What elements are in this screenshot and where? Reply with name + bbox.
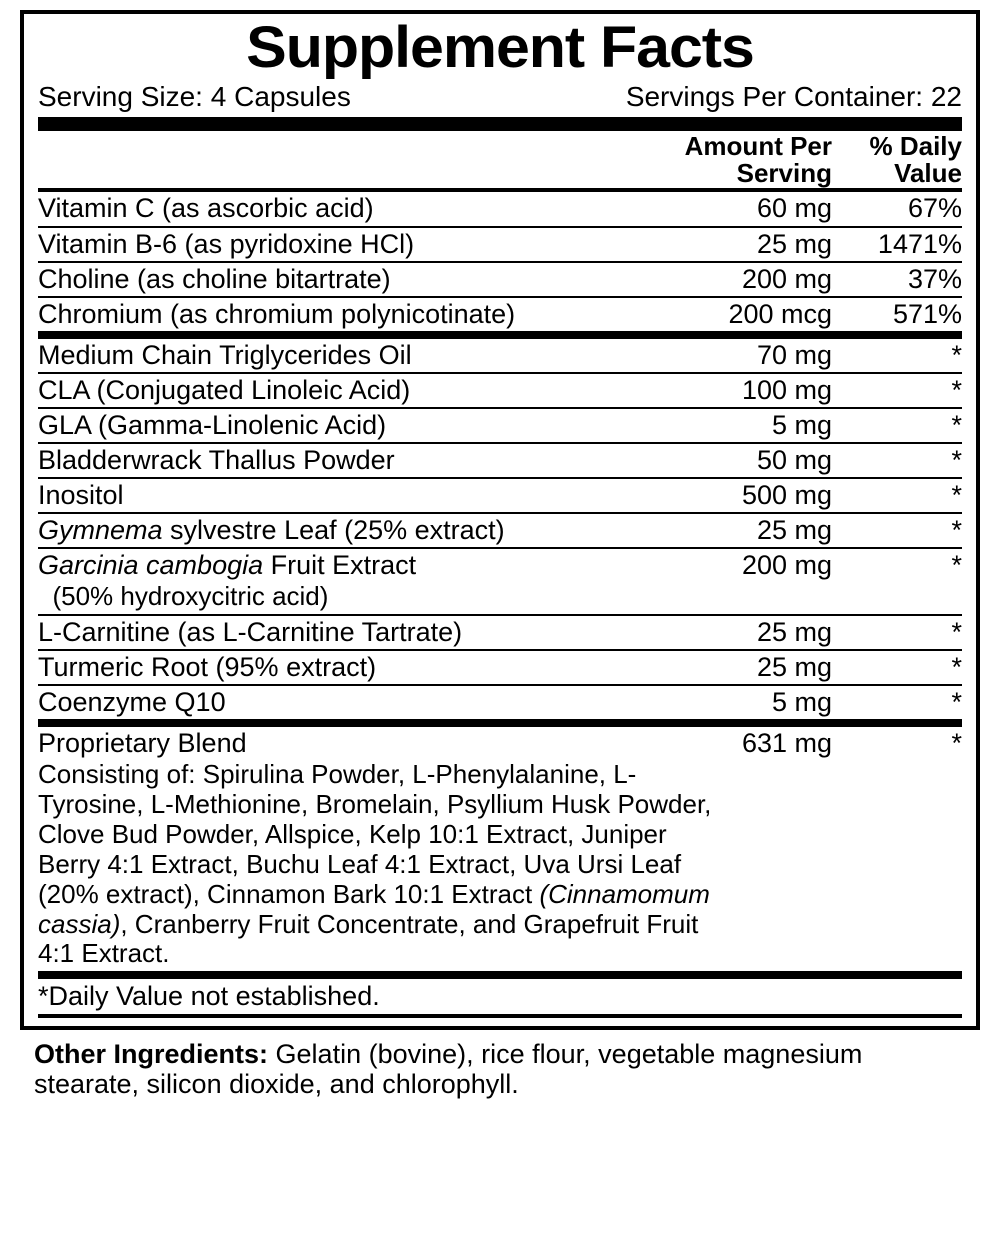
divider-thick bbox=[38, 117, 962, 131]
ingredient-amount: 500 mg bbox=[632, 480, 832, 511]
ingredient-subtext: (50% hydroxycitric acid) bbox=[38, 582, 962, 614]
ingredient-amount: 200 mcg bbox=[632, 299, 832, 330]
ingredient-dv: * bbox=[832, 617, 962, 648]
header-dv-l2: Value bbox=[832, 160, 962, 187]
blend-row: Proprietary Blend 631 mg * bbox=[38, 727, 962, 760]
ingredient-dv: * bbox=[832, 340, 962, 371]
table-row: Vitamin C (as ascorbic acid)60 mg67% bbox=[38, 192, 962, 225]
blend-dv: * bbox=[832, 728, 962, 759]
ingredient-name: Vitamin B-6 (as pyridoxine HCl) bbox=[38, 229, 632, 260]
column-headers: Amount Per Serving % Daily Value bbox=[38, 131, 962, 189]
table-row: CLA (Conjugated Linoleic Acid)100 mg* bbox=[38, 374, 962, 407]
ingredient-name: Choline (as choline bitartrate) bbox=[38, 264, 632, 295]
table-row: Coenzyme Q105 mg* bbox=[38, 686, 962, 719]
ingredient-dv: * bbox=[832, 445, 962, 476]
divider bbox=[38, 1014, 962, 1018]
ingredient-dv: 571% bbox=[832, 299, 962, 330]
table-row: Turmeric Root (95% extract)25 mg* bbox=[38, 651, 962, 684]
section-ingredients: Medium Chain Triglycerides Oil70 mg*CLA … bbox=[38, 339, 962, 719]
ingredient-name: Bladderwrack Thallus Powder bbox=[38, 445, 632, 476]
ingredient-dv: * bbox=[832, 550, 962, 581]
ingredient-amount: 70 mg bbox=[632, 340, 832, 371]
divider-med bbox=[38, 971, 962, 979]
table-row: Gymnema sylvestre Leaf (25% extract)25 m… bbox=[38, 514, 962, 547]
ingredient-amount: 50 mg bbox=[632, 445, 832, 476]
ingredient-name: Chromium (as chromium polynicotinate) bbox=[38, 299, 632, 330]
ingredient-name: CLA (Conjugated Linoleic Acid) bbox=[38, 375, 632, 406]
serving-size: Serving Size: 4 Capsules bbox=[38, 81, 351, 113]
panel-title: Supplement Facts bbox=[15, 18, 985, 79]
table-row: Medium Chain Triglycerides Oil70 mg* bbox=[38, 339, 962, 372]
ingredient-dv: 1471% bbox=[832, 229, 962, 260]
ingredient-name: Turmeric Root (95% extract) bbox=[38, 652, 632, 683]
table-row: GLA (Gamma-Linolenic Acid)5 mg* bbox=[38, 409, 962, 442]
other-ingredients: Other Ingredients: Gelatin (bovine), ric… bbox=[20, 1040, 980, 1099]
ingredient-name: Medium Chain Triglycerides Oil bbox=[38, 340, 632, 371]
header-amount-l1: Amount Per bbox=[632, 133, 832, 160]
ingredient-amount: 5 mg bbox=[632, 410, 832, 441]
ingredient-dv: 37% bbox=[832, 264, 962, 295]
table-row: Bladderwrack Thallus Powder50 mg* bbox=[38, 444, 962, 477]
ingredient-amount: 100 mg bbox=[632, 375, 832, 406]
ingredient-dv: * bbox=[832, 410, 962, 441]
table-row: Inositol500 mg* bbox=[38, 479, 962, 512]
ingredient-amount: 60 mg bbox=[632, 193, 832, 224]
header-amount-l2: Serving bbox=[632, 160, 832, 187]
ingredient-name: Garcinia cambogia Fruit Extract bbox=[38, 550, 632, 581]
ingredient-dv: 67% bbox=[832, 193, 962, 224]
ingredient-dv: * bbox=[832, 375, 962, 406]
blend-name: Proprietary Blend bbox=[38, 728, 632, 759]
ingredient-amount: 25 mg bbox=[632, 229, 832, 260]
ingredient-name: Coenzyme Q10 bbox=[38, 687, 632, 718]
table-row: Vitamin B-6 (as pyridoxine HCl)25 mg1471… bbox=[38, 228, 962, 261]
ingredient-name: Vitamin C (as ascorbic acid) bbox=[38, 193, 632, 224]
ingredient-amount: 5 mg bbox=[632, 687, 832, 718]
ingredient-dv: * bbox=[832, 652, 962, 683]
section-vitamins: Vitamin C (as ascorbic acid)60 mg67%Vita… bbox=[38, 192, 962, 330]
table-row: Garcinia cambogia Fruit Extract200 mg* bbox=[38, 549, 962, 582]
ingredient-name: Inositol bbox=[38, 480, 632, 511]
table-row: L-Carnitine (as L-Carnitine Tartrate)25 … bbox=[38, 616, 962, 649]
divider-med bbox=[38, 719, 962, 727]
supplement-facts-panel: Supplement Facts Serving Size: 4 Capsule… bbox=[20, 10, 980, 1030]
blend-description: Consisting of: Spirulina Powder, L-Pheny… bbox=[38, 760, 718, 971]
ingredient-amount: 200 mg bbox=[632, 264, 832, 295]
dv-note: *Daily Value not established. bbox=[38, 979, 962, 1014]
ingredient-name: Gymnema sylvestre Leaf (25% extract) bbox=[38, 515, 632, 546]
other-label: Other Ingredients: bbox=[34, 1039, 268, 1069]
ingredient-name: L-Carnitine (as L-Carnitine Tartrate) bbox=[38, 617, 632, 648]
ingredient-name: GLA (Gamma-Linolenic Acid) bbox=[38, 410, 632, 441]
ingredient-amount: 25 mg bbox=[632, 515, 832, 546]
table-row: Chromium (as chromium polynicotinate)200… bbox=[38, 298, 962, 331]
ingredient-dv: * bbox=[832, 515, 962, 546]
table-row: Choline (as choline bitartrate)200 mg37% bbox=[38, 263, 962, 296]
ingredient-dv: * bbox=[832, 687, 962, 718]
serving-row: Serving Size: 4 Capsules Servings Per Co… bbox=[38, 81, 962, 113]
servings-per-container: Servings Per Container: 22 bbox=[626, 81, 962, 113]
blend-amount: 631 mg bbox=[632, 728, 832, 759]
ingredient-amount: 200 mg bbox=[632, 550, 832, 581]
header-dv-l1: % Daily bbox=[832, 133, 962, 160]
ingredient-amount: 25 mg bbox=[632, 617, 832, 648]
ingredient-amount: 25 mg bbox=[632, 652, 832, 683]
ingredient-dv: * bbox=[832, 480, 962, 511]
divider-med bbox=[38, 331, 962, 339]
